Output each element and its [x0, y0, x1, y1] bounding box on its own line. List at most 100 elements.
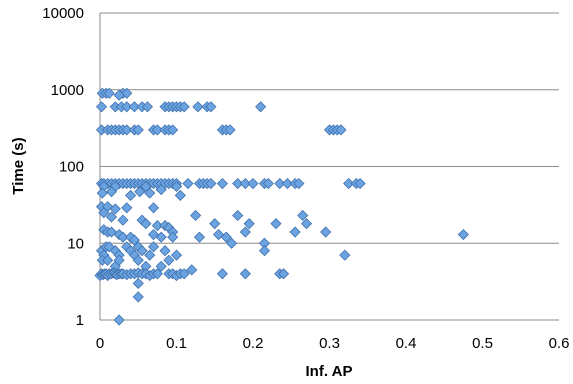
- data-point: [167, 231, 179, 243]
- data-point: [102, 254, 114, 266]
- data-point: [258, 245, 271, 257]
- data-point: [300, 218, 313, 230]
- x-axis-title: Inf. AP: [306, 363, 353, 380]
- data-point: [239, 177, 251, 190]
- data-point: [281, 177, 293, 190]
- y-tick-label: 100: [59, 159, 84, 176]
- data-point: [178, 101, 190, 113]
- data-point: [209, 218, 221, 230]
- data-point: [155, 231, 167, 243]
- y-tick-labels: 1 10 100 1000 10000: [42, 5, 84, 329]
- y-tick-label: 10000: [42, 5, 84, 22]
- data-point: [320, 226, 332, 238]
- data-point: [190, 209, 202, 222]
- data-point: [178, 268, 190, 280]
- data-point: [147, 202, 160, 214]
- data-point: [125, 189, 137, 201]
- data-points: [94, 87, 469, 326]
- data-point: [213, 228, 225, 241]
- x-tick-label: 0.1: [166, 335, 187, 352]
- data-point: [232, 209, 244, 222]
- data-point: [140, 218, 152, 230]
- data-point: [163, 254, 175, 266]
- data-point: [147, 241, 160, 253]
- data-point: [186, 264, 198, 276]
- data-point: [95, 101, 108, 113]
- data-point: [335, 124, 347, 136]
- data-point: [113, 314, 125, 326]
- data-point: [105, 186, 118, 198]
- data-point: [170, 249, 183, 261]
- data-point: [103, 241, 115, 253]
- data-point: [226, 237, 238, 249]
- data-point: [262, 177, 274, 190]
- data-point: [239, 268, 251, 280]
- data-point: [205, 101, 217, 113]
- data-point: [170, 180, 183, 192]
- y-tick-label: 10: [67, 235, 84, 252]
- data-point: [136, 245, 148, 257]
- data-point: [193, 231, 206, 243]
- data-point: [155, 260, 167, 272]
- data-point: [343, 177, 355, 190]
- data-point: [113, 254, 125, 266]
- data-point: [117, 231, 129, 243]
- data-point: [105, 211, 118, 223]
- data-point: [167, 124, 179, 136]
- data-point: [128, 101, 140, 113]
- data-point: [109, 203, 121, 215]
- data-point: [132, 254, 144, 266]
- data-point: [220, 231, 232, 243]
- gridlines: [100, 12, 559, 244]
- data-point: [132, 277, 144, 289]
- x-tick-label: 0.4: [396, 335, 417, 352]
- data-point: [132, 291, 144, 303]
- data-point: [147, 228, 160, 241]
- data-point: [205, 177, 217, 190]
- data-point: [174, 189, 186, 201]
- data-point: [247, 177, 259, 190]
- y-axis-title: Time (s): [10, 137, 27, 194]
- data-point: [224, 124, 236, 136]
- data-point: [151, 219, 163, 232]
- data-point: [278, 268, 290, 280]
- data-point: [121, 124, 133, 136]
- data-point: [121, 202, 133, 214]
- data-point: [155, 184, 167, 196]
- data-point: [255, 101, 267, 113]
- data-point: [354, 177, 366, 190]
- data-point: [457, 228, 469, 241]
- data-point: [239, 226, 251, 238]
- data-point: [151, 268, 163, 280]
- x-tick-label: 0.3: [319, 335, 340, 352]
- data-point: [113, 89, 125, 101]
- data-point: [182, 177, 194, 190]
- data-point: [121, 87, 133, 99]
- data-point: [293, 177, 305, 190]
- data-point: [243, 218, 255, 230]
- data-point: [121, 101, 133, 113]
- data-point: [289, 226, 301, 238]
- data-point: [105, 226, 118, 238]
- data-point: [144, 249, 156, 261]
- data-point: [216, 268, 228, 280]
- data-point: [274, 177, 286, 190]
- data-point: [216, 177, 228, 190]
- data-point: [96, 187, 108, 199]
- data-point: [192, 101, 204, 113]
- x-tick-labels: 0 0.1 0.2 0.3 0.4 0.5 0.6: [96, 335, 570, 352]
- data-point: [132, 124, 144, 136]
- data-point: [144, 187, 156, 199]
- data-point: [134, 186, 146, 198]
- data-point: [297, 209, 309, 222]
- data-point: [103, 87, 115, 99]
- x-tick-label: 0.5: [472, 335, 493, 352]
- data-point: [339, 249, 351, 261]
- y-tick-label: 1000: [51, 82, 84, 99]
- data-point: [151, 124, 163, 136]
- data-point: [141, 101, 153, 113]
- x-tick-label: 0.2: [243, 335, 264, 352]
- data-point: [98, 207, 110, 219]
- x-tick-label: 0.6: [549, 335, 570, 352]
